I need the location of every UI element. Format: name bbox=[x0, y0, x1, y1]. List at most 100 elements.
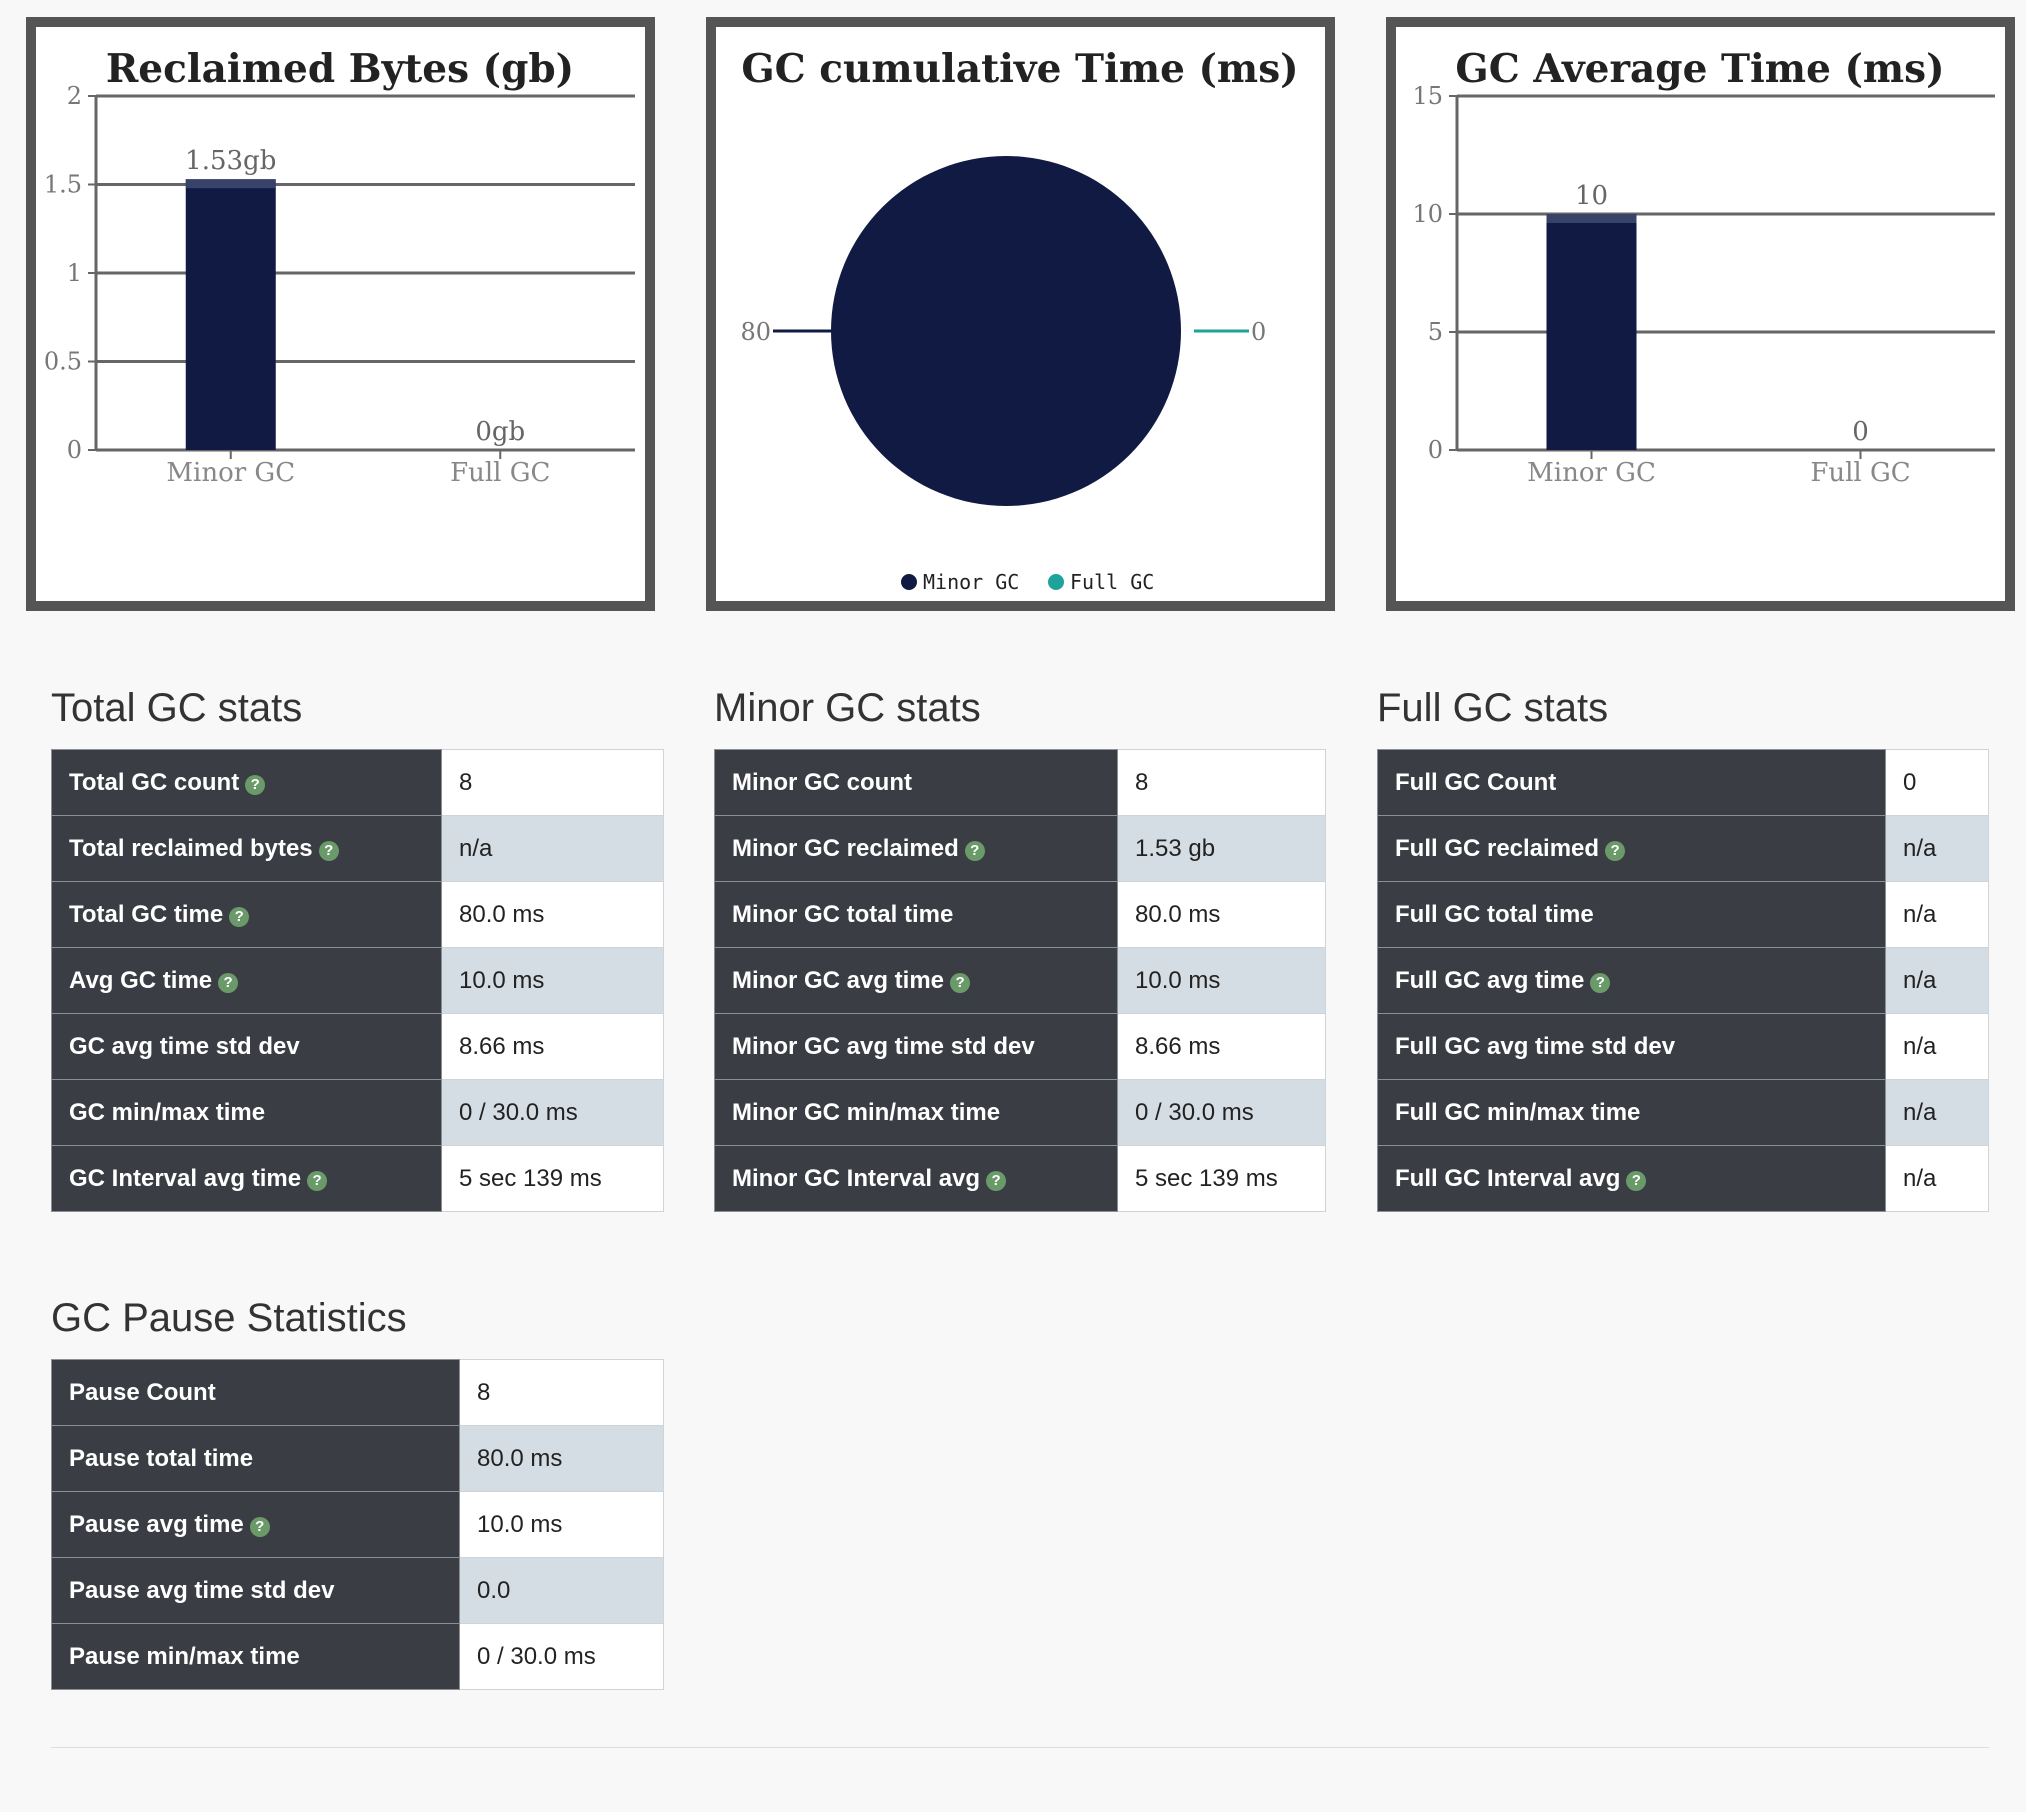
stat-row-pause-min-max-time: Pause min/max time 0 / 30.0 ms bbox=[51, 1623, 664, 1690]
y-axis-ticks: 0 0.5 1 1.5 2 bbox=[44, 82, 635, 464]
stat-label: Minor GC count bbox=[732, 768, 912, 796]
stat-label-cell: Pause avg time? bbox=[51, 1491, 460, 1558]
gc-pause-statistics-rows: Pause Count 8 Pause total time 80.0 ms Pause… bbox=[51, 1359, 664, 1690]
stat-value: 8.66 ms bbox=[1117, 1013, 1326, 1080]
stat-value: 0 / 30.0 ms bbox=[1117, 1079, 1326, 1146]
stat-value: n/a bbox=[1885, 1013, 1989, 1080]
total-gc-stats-table: Total GC count? 8 Total reclaimed bytes? n/… bbox=[51, 749, 664, 1212]
stat-label-cell: Minor GC Interval avg? bbox=[714, 1145, 1118, 1212]
bar-highlight bbox=[185, 179, 276, 189]
stat-row-minor-gc-total-time: Minor GC total time 80.0 ms bbox=[714, 881, 1326, 948]
stat-value: n/a bbox=[1885, 881, 1989, 948]
stat-row-gc-interval-avg-time: GC Interval avg time? 5 sec 139 ms bbox=[51, 1145, 664, 1212]
data-label-full-gc: 0gb bbox=[475, 417, 525, 447]
help-icon[interactable]: ? bbox=[229, 906, 250, 927]
stat-row-minor-gc-avg-time: Minor GC avg time? 10.0 ms bbox=[714, 947, 1326, 1014]
stat-value: 0 / 30.0 ms bbox=[441, 1079, 664, 1146]
gc-average-time-chart-svg: GC Average Time (ms) 0 5 10 15 10 Minor GC 0 F… bbox=[1412, 46, 1995, 488]
full-gc-stats-title: Full GC stats bbox=[1377, 686, 1609, 730]
stat-row-full-gc-avg-time: Full GC avg time? n/a bbox=[1377, 947, 1989, 1014]
legend-label-full-gc[interactable]: Full GC bbox=[1070, 570, 1154, 594]
stat-label-cell: Minor GC min/max time bbox=[714, 1079, 1118, 1146]
stat-label-cell: Pause total time bbox=[51, 1425, 460, 1492]
stat-row-full-gc-reclaimed: Full GC reclaimed? n/a bbox=[1377, 815, 1989, 882]
stat-value: 10.0 ms bbox=[459, 1491, 664, 1558]
stat-label-cell: Minor GC count bbox=[714, 749, 1118, 816]
data-label-minor-gc: 1.53gb bbox=[185, 146, 276, 176]
stat-value: 8 bbox=[459, 1359, 664, 1426]
stat-row-pause-avg-time: Pause avg time? 10.0 ms bbox=[51, 1491, 664, 1558]
stat-row-full-gc-total-time: Full GC total time n/a bbox=[1377, 881, 1989, 948]
help-icon[interactable]: ? bbox=[950, 972, 971, 993]
y-tick-label: 0.5 bbox=[44, 348, 82, 376]
stat-label: GC avg time std dev bbox=[69, 1032, 300, 1060]
help-icon[interactable]: ? bbox=[1626, 1170, 1647, 1191]
help-icon[interactable]: ? bbox=[318, 840, 339, 861]
stat-label: Full GC avg time std dev bbox=[1395, 1032, 1676, 1060]
stat-label: Full GC min/max time bbox=[1395, 1098, 1641, 1126]
stat-label: Total GC time bbox=[69, 900, 224, 928]
stat-row-avg-gc-time: Avg GC time? 10.0 ms bbox=[51, 947, 664, 1014]
stat-label-cell: Minor GC avg time std dev bbox=[714, 1013, 1118, 1080]
legend-marker-minor-gc bbox=[901, 574, 917, 590]
legend-label-minor-gc[interactable]: Minor GC bbox=[923, 570, 1019, 594]
stat-row-full-gc-avg-time-std-dev: Full GC avg time std dev n/a bbox=[1377, 1013, 1989, 1080]
help-icon[interactable]: ? bbox=[218, 972, 239, 993]
stat-label: Pause Count bbox=[69, 1378, 216, 1406]
stat-value: 8.66 ms bbox=[441, 1013, 664, 1080]
stat-label-cell: GC Interval avg time? bbox=[51, 1145, 442, 1212]
stat-row-minor-gc-count: Minor GC count 8 bbox=[714, 749, 1326, 816]
chart-title: GC Average Time (ms) bbox=[1455, 46, 1944, 92]
stat-label-cell: Minor GC total time bbox=[714, 881, 1118, 948]
stat-value: 0 / 30.0 ms bbox=[459, 1623, 664, 1690]
stat-label: Pause min/max time bbox=[69, 1642, 300, 1670]
help-icon[interactable]: ? bbox=[964, 840, 985, 861]
stat-row-total-gc-count: Total GC count? 8 bbox=[51, 749, 664, 816]
category-label-full-gc: Full GC bbox=[450, 458, 550, 488]
stat-label-cell: Minor GC reclaimed? bbox=[714, 815, 1118, 882]
stat-row-minor-gc-interval-avg: Minor GC Interval avg? 5 sec 139 ms bbox=[714, 1145, 1326, 1212]
stat-value: n/a bbox=[1885, 1145, 1989, 1212]
help-icon[interactable]: ? bbox=[1605, 840, 1626, 861]
help-icon[interactable]: ? bbox=[1590, 972, 1611, 993]
data-label-full-gc: 0 bbox=[1852, 417, 1869, 447]
stat-value: 1.53 gb bbox=[1117, 815, 1326, 882]
chart-legend[interactable]: Minor GC Full GC bbox=[901, 570, 1154, 594]
stat-row-pause-count: Pause Count 8 bbox=[51, 1359, 664, 1426]
bar-highlight bbox=[1546, 214, 1637, 223]
help-icon[interactable]: ? bbox=[249, 1516, 270, 1537]
bars: 1.53gb Minor GC 0gb Full GC bbox=[166, 146, 550, 488]
help-icon[interactable]: ? bbox=[986, 1170, 1007, 1191]
data-label-minor-gc: 10 bbox=[1575, 181, 1608, 211]
help-icon[interactable]: ? bbox=[245, 774, 266, 795]
stat-label: Full GC Count bbox=[1395, 768, 1557, 796]
stat-value: 5 sec 139 ms bbox=[1117, 1145, 1326, 1212]
stat-row-pause-total-time: Pause total time 80.0 ms bbox=[51, 1425, 664, 1492]
y-axis-ticks: 0 5 10 15 bbox=[1412, 82, 1995, 464]
stat-label: Minor GC reclaimed bbox=[732, 834, 959, 862]
stat-label: Pause total time bbox=[69, 1444, 254, 1472]
stat-label-cell: Full GC avg time? bbox=[1377, 947, 1886, 1014]
stat-row-minor-gc-reclaimed: Minor GC reclaimed? 1.53 gb bbox=[714, 815, 1326, 882]
stat-label: Avg GC time bbox=[69, 966, 213, 994]
bar-minor-gc[interactable] bbox=[1546, 214, 1637, 450]
gc-average-time-chart: GC Average Time (ms) 0 5 10 15 10 Minor GC 0 F… bbox=[1386, 17, 2015, 611]
help-icon[interactable]: ? bbox=[307, 1170, 328, 1191]
minor-gc-stats-table: Minor GC count 8 Minor GC reclaimed? 1.53 g… bbox=[714, 749, 1326, 1212]
stat-value: n/a bbox=[441, 815, 664, 882]
bar-minor-gc[interactable] bbox=[185, 179, 276, 450]
reclaimed-bytes-chart-svg: Reclaimed Bytes (gb) 0 0.5 1 1.5 2 1.53gb Min… bbox=[44, 46, 635, 488]
stat-label-cell: Total GC count? bbox=[51, 749, 442, 816]
stat-value: 10.0 ms bbox=[441, 947, 664, 1014]
stat-label: GC min/max time bbox=[69, 1098, 266, 1126]
stat-row-full-gc-interval-avg: Full GC Interval avg? n/a bbox=[1377, 1145, 1989, 1212]
minor-gc-stats-rows: Minor GC count 8 Minor GC reclaimed? 1.53 g… bbox=[714, 749, 1326, 1212]
gc-cumulative-time-chart-svg: GC cumulative Time (ms) 80 0 Minor GC Full… bbox=[740, 46, 1298, 594]
pie-slice-minor-gc[interactable] bbox=[831, 156, 1181, 506]
stat-row-total-reclaimed-bytes: Total reclaimed bytes? n/a bbox=[51, 815, 664, 882]
stat-label-cell: Full GC avg time std dev bbox=[1377, 1013, 1886, 1080]
stat-value: n/a bbox=[1885, 947, 1989, 1014]
stat-label-cell: Pause Count bbox=[51, 1359, 460, 1426]
stat-row-full-gc-count: Full GC Count 0 bbox=[1377, 749, 1989, 816]
chart-title: Reclaimed Bytes (gb) bbox=[106, 46, 574, 92]
